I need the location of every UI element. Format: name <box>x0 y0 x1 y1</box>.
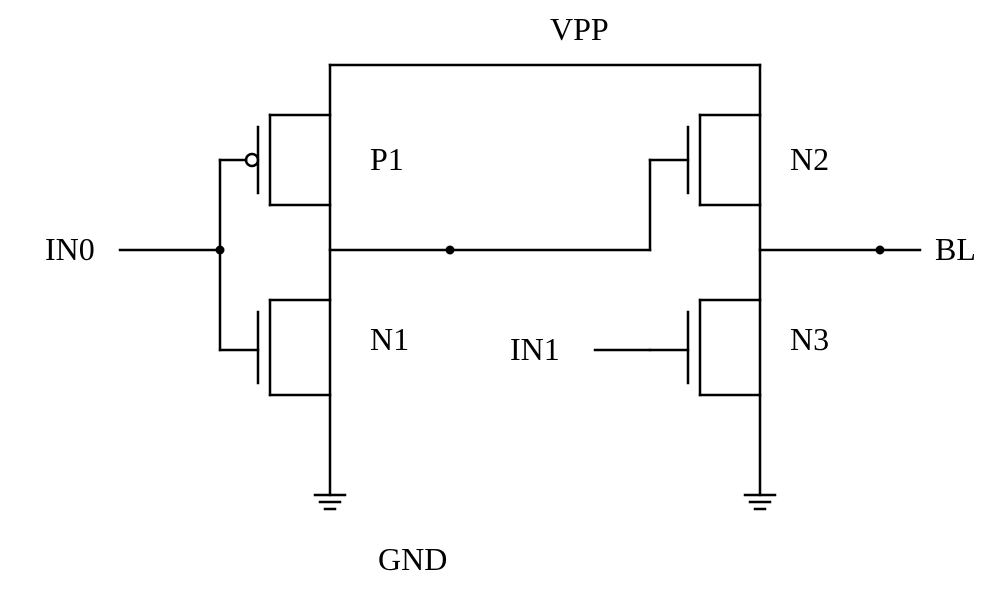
n2-label: N2 <box>790 141 829 177</box>
vpp-label: VPP <box>550 11 609 47</box>
n3-label: N3 <box>790 321 829 357</box>
in0-label: IN0 <box>45 231 95 267</box>
p1-label: P1 <box>370 141 404 177</box>
in1-label: IN1 <box>510 331 560 367</box>
n1-label: N1 <box>370 321 409 357</box>
gnd-label: GND <box>378 541 447 577</box>
bl-label: BL <box>935 231 976 267</box>
